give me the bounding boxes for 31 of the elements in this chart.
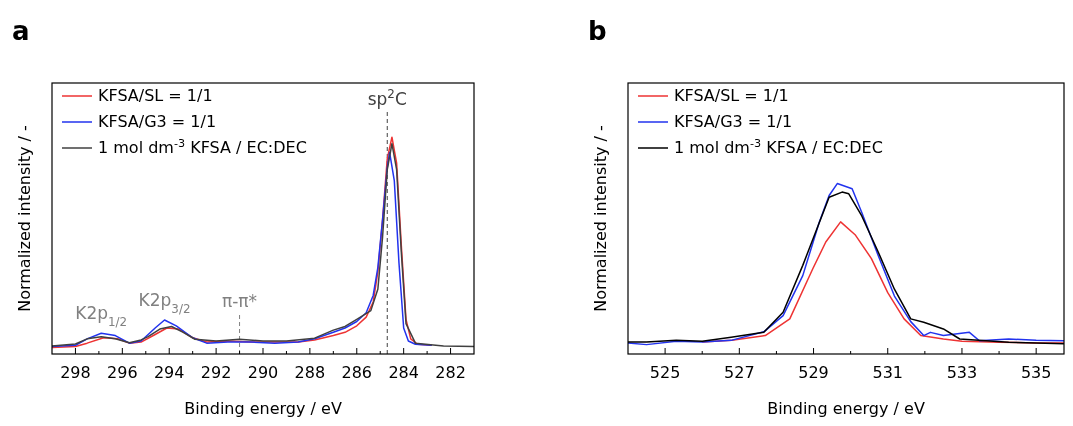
x-tick-label: 284	[388, 363, 419, 382]
legend-label: KFSA/G3 = 1/1	[674, 112, 793, 131]
annotation: K2p$_{1/2}$	[75, 303, 128, 330]
x-tick-label: 294	[153, 363, 185, 382]
x-tick-label: 290	[247, 363, 279, 382]
x-tick-label: 292	[200, 363, 232, 382]
x-tick-label: 527	[724, 363, 755, 382]
legend-label: 1 mol dm$^{-3}$ KFSA / EC:DEC	[674, 136, 883, 157]
x-axis-title: Binding energy / eV	[767, 399, 925, 418]
x-tick-label: 525	[649, 363, 681, 382]
legend-label: KFSA/SL = 1/1	[674, 86, 789, 105]
y-axis-title: Normalized intensity / -	[591, 125, 610, 312]
x-tick-label: 535	[1020, 363, 1052, 382]
x-tick-label: 286	[341, 363, 373, 382]
legend-label: KFSA/G3 = 1/1	[98, 112, 217, 131]
x-tick-label: 296	[107, 363, 138, 382]
x-tick-label: 282	[435, 363, 466, 382]
annotation: K2p$_{3/2}$	[138, 289, 191, 316]
x-tick-label: 529	[798, 363, 829, 382]
x-axis-title: Binding energy / eV	[184, 399, 342, 418]
y-axis-title: Normalized intensity / -	[15, 125, 34, 312]
legend-label: KFSA/SL = 1/1	[98, 86, 213, 105]
x-tick-label: 298	[60, 363, 91, 382]
ref-line-label: π-π*	[222, 291, 258, 312]
legend-label: 1 mol dm$^{-3}$ KFSA / EC:DEC	[98, 136, 307, 157]
chart-title: b	[588, 16, 607, 46]
ref-line-label: sp$^{2}$C	[367, 87, 407, 110]
x-tick-label: 533	[946, 363, 978, 382]
x-tick-label: 531	[872, 363, 904, 382]
x-tick-label: 288	[294, 363, 326, 382]
chart-title: a	[12, 16, 30, 46]
